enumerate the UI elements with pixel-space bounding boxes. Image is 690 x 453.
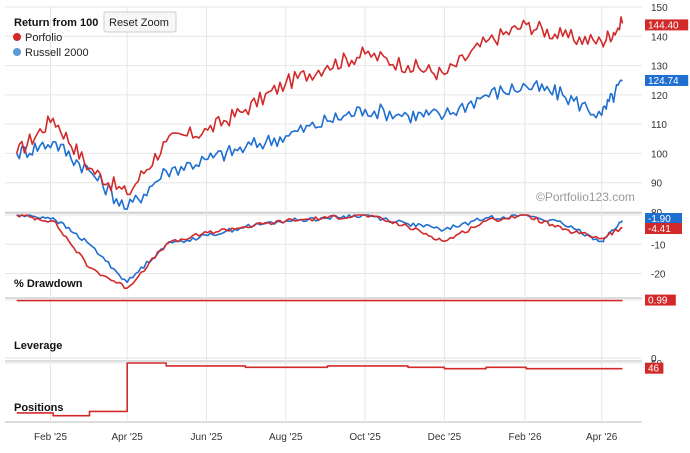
y-tick-label: -20 xyxy=(651,270,666,281)
watermark: ©Portfolio123.com xyxy=(536,190,635,204)
x-tick-label: Aug '25 xyxy=(269,432,303,443)
x-tick-label: Dec '25 xyxy=(428,432,462,443)
legend-marker-benchmark xyxy=(13,48,21,56)
last-value-badge xyxy=(645,294,676,306)
reset-zoom-label[interactable]: Reset Zoom xyxy=(109,17,169,29)
x-tick-label: Apr '26 xyxy=(586,432,618,443)
legend-label-portfolio[interactable]: Porfolio xyxy=(25,32,62,44)
last-value-badge xyxy=(645,223,682,234)
last-value-badge xyxy=(645,362,664,374)
x-tick-label: Oct '25 xyxy=(349,432,381,443)
y-tick-label: 150 xyxy=(651,3,668,14)
last-value-label: -1.90 xyxy=(648,214,671,225)
y-tick-label: 0 xyxy=(651,354,657,365)
last-value-badge xyxy=(645,74,689,86)
x-tick-label: Apr '25 xyxy=(112,432,144,443)
drawdown-panel-title: % Drawdown xyxy=(14,278,83,290)
last-value-label: 0.99 xyxy=(648,296,668,307)
legend-label-benchmark[interactable]: Russell 2000 xyxy=(25,47,89,59)
last-value-label: 144.40 xyxy=(648,20,679,31)
series-line-benchmark xyxy=(15,79,623,210)
series-line-benchmark xyxy=(16,214,624,284)
last-value-badge xyxy=(645,19,689,31)
y-tick-label: 120 xyxy=(651,91,668,102)
leverage-panel-title: Leverage xyxy=(14,340,62,352)
label-layer: Feb '25 Apr '25 Jun '25 Aug '25 Oct '25 Dec '… xyxy=(34,3,689,443)
last-value-label: 46 xyxy=(648,364,660,375)
series-line-portfolio xyxy=(16,214,623,290)
positions-panel-title: Positions xyxy=(14,402,64,414)
reset-zoom-button[interactable]: Reset Zoom xyxy=(103,11,177,33)
y-tick-label: 130 xyxy=(651,62,668,73)
x-tick-label: Feb '26 xyxy=(508,432,541,443)
y-tick-label: 140 xyxy=(651,32,668,43)
x-tick-label: Jun '25 xyxy=(191,432,223,443)
reset-zoom-button-bg[interactable] xyxy=(103,11,177,33)
series-line-portfolio xyxy=(16,362,623,417)
last-value-badge xyxy=(645,213,682,224)
grid-layer xyxy=(5,6,642,422)
legend-marker-portfolio xyxy=(13,33,21,41)
y-tick-label: 110 xyxy=(651,120,667,131)
chart-title: Return from 100 xyxy=(14,17,98,29)
legend: Porfolio Russell 2000 xyxy=(13,32,89,59)
y-tick-label: -10 xyxy=(651,240,666,251)
last-value-label: -4.41 xyxy=(648,224,671,235)
last-value-label: 124.74 xyxy=(648,76,679,87)
series-line-portfolio xyxy=(15,16,624,196)
y-tick-label: 100 xyxy=(651,149,668,160)
y-tick-label: 90 xyxy=(651,179,663,190)
x-tick-label: Feb '25 xyxy=(34,432,67,443)
series-layer xyxy=(15,16,624,417)
